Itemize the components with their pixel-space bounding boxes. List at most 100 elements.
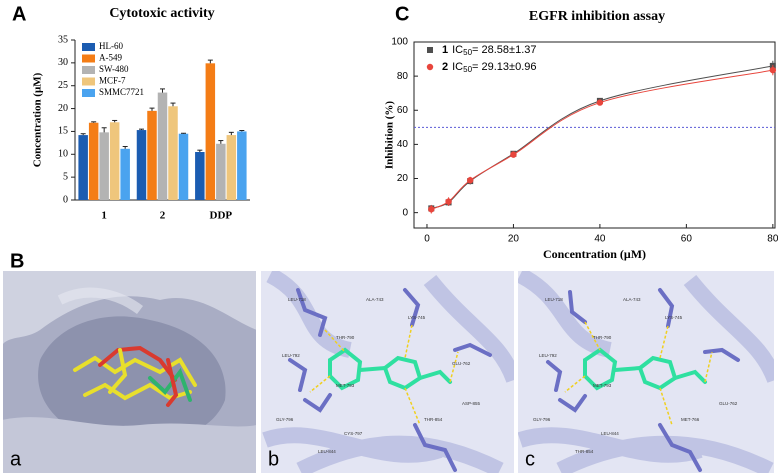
docking-view-c <box>518 271 774 473</box>
bar <box>147 110 157 200</box>
chart-title: EGFR inhibition assay <box>529 9 665 24</box>
legend-swatch <box>82 54 95 63</box>
legend-swatch <box>82 43 95 51</box>
data-point <box>769 66 777 74</box>
legend-label: 1 IC50= 28.58±1.37 <box>442 44 536 57</box>
legend-ic-value: = 28.58±1.37 <box>472 44 536 56</box>
bar <box>120 148 130 200</box>
y-tick-label: 35 <box>58 34 68 45</box>
y-tick-label: 60 <box>397 105 409 116</box>
residue-label: LYS-745 <box>665 315 683 320</box>
bar <box>216 143 226 200</box>
legend-label: MCF-7 <box>99 76 126 86</box>
residue-label: LEU-792 <box>539 353 557 358</box>
residue-label: GLY-796 <box>533 417 551 422</box>
bar <box>109 122 120 200</box>
residue-label: CYS-797 <box>344 431 363 436</box>
residue-label: MET-793 <box>336 383 355 388</box>
docking-view-b <box>261 271 514 473</box>
residue-label: GLU-762 <box>719 401 738 406</box>
residue-label: LEU-844 <box>601 431 619 436</box>
y-tick-label: 10 <box>58 149 68 160</box>
bar <box>157 92 168 200</box>
y-tick-label: 0 <box>402 207 408 218</box>
y-tick-label: 20 <box>397 173 409 184</box>
legend-label: SMMC7721 <box>99 87 144 97</box>
bar <box>205 63 216 200</box>
legend-ic-subscript: 50 <box>463 48 472 57</box>
legend-series-name: 1 <box>442 44 448 56</box>
bar <box>237 131 247 200</box>
legend-swatch <box>82 77 95 86</box>
docking-view-a <box>3 271 256 473</box>
residue-label: THR-854 <box>575 449 594 454</box>
view-label: a <box>10 448 22 470</box>
y-tick-label: 0 <box>63 194 68 205</box>
residue-label: THR-854 <box>424 417 443 422</box>
legend-label: HL-60 <box>99 41 123 51</box>
panel-label: B <box>10 250 24 272</box>
data-point <box>445 198 452 205</box>
legend-label: SW-480 <box>99 64 129 74</box>
bar <box>226 135 237 200</box>
residue-label: LEU-792 <box>282 353 300 358</box>
legend-series-name: 2 <box>442 61 448 73</box>
legend-ic-value: = 29.13±0.96 <box>472 61 536 73</box>
residue-label: THR-790 <box>336 335 355 340</box>
panel-label: C <box>395 3 409 25</box>
bar <box>99 132 109 200</box>
x-tick-label: 1 <box>101 210 107 222</box>
y-tick-label: 80 <box>397 71 409 82</box>
fit-curve <box>431 65 773 209</box>
residue-label: LEU-844 <box>318 449 336 454</box>
residue-label: MET-793 <box>593 383 612 388</box>
fit-curve <box>431 69 773 210</box>
x-tick-label: 60 <box>681 234 693 245</box>
y-tick-label: 30 <box>58 57 68 68</box>
legend-marker <box>426 63 434 71</box>
data-point <box>428 206 435 213</box>
residue-label: GLY-796 <box>276 417 294 422</box>
residue-label: THR-790 <box>593 335 612 340</box>
x-tick-label: 20 <box>508 234 520 245</box>
residue-label: LEU-718 <box>545 297 563 302</box>
legend-swatch <box>82 66 95 74</box>
bar <box>136 130 147 200</box>
y-tick-label: 40 <box>397 139 409 150</box>
view-label: b <box>268 448 279 470</box>
y-axis-label: Inhibition (%) <box>384 101 396 169</box>
x-axis-label: Concentration (μM) <box>543 247 646 261</box>
y-tick-label: 100 <box>391 37 408 48</box>
x-tick-label: DDP <box>210 210 233 222</box>
residue-label: LYS-745 <box>408 315 426 320</box>
bar <box>168 106 178 200</box>
y-tick-label: 15 <box>58 126 68 137</box>
view-label: c <box>525 448 535 470</box>
bar <box>178 133 189 200</box>
y-axis-label: Concentration (μM) <box>32 72 44 167</box>
panel-label: A <box>12 3 26 25</box>
data-point <box>596 99 604 106</box>
y-tick-label: 5 <box>63 171 68 182</box>
bar <box>195 152 205 200</box>
residue-label: MET-766 <box>681 417 700 422</box>
data-point <box>467 177 474 184</box>
legend-swatch <box>82 89 95 97</box>
residue-label: LEU-718 <box>288 297 306 302</box>
y-tick-label: 20 <box>58 103 68 114</box>
x-tick-label: 2 <box>160 210 166 222</box>
x-tick-label: 0 <box>424 234 430 245</box>
legend-ic: IC <box>452 61 463 73</box>
data-point <box>510 151 517 158</box>
legend-marker <box>427 47 433 53</box>
residue-label: GLU-762 <box>452 361 471 366</box>
residue-label: ALA-743 <box>623 297 641 302</box>
legend-ic: IC <box>452 44 463 56</box>
x-tick-label: 40 <box>594 234 606 245</box>
plot-frame <box>413 41 776 229</box>
bar <box>78 135 88 200</box>
residue-label: ASP-855 <box>462 401 481 406</box>
legend-label: A-549 <box>99 53 122 63</box>
x-tick-label: 80 <box>767 234 778 245</box>
